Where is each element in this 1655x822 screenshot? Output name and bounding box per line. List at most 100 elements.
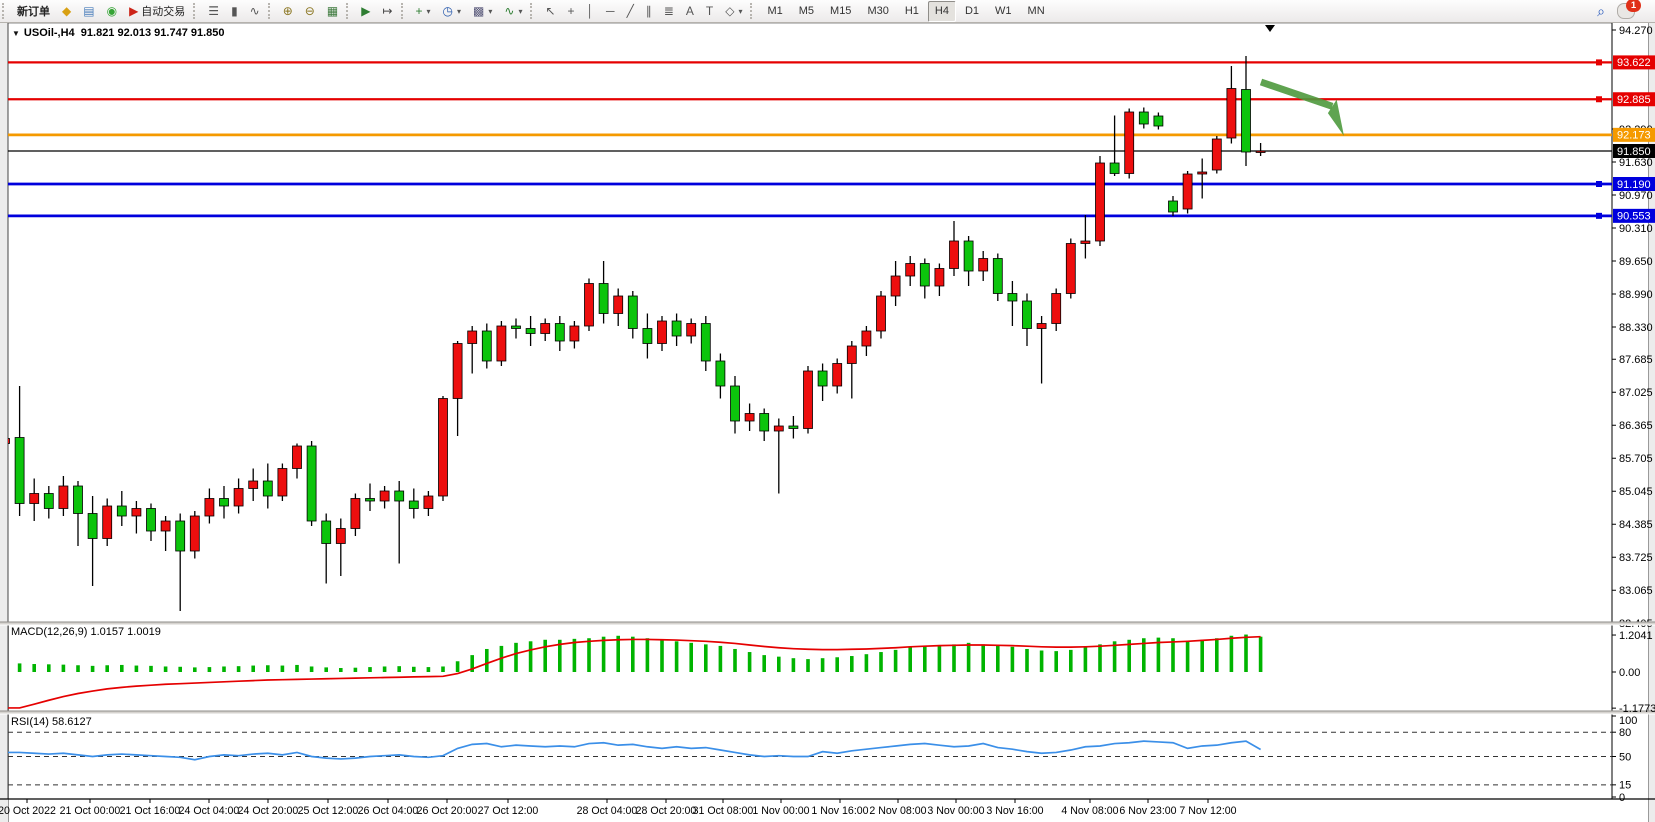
candle-body-up[interactable] bbox=[452, 343, 463, 399]
candle-body-up[interactable] bbox=[657, 320, 667, 344]
candle-body-up[interactable] bbox=[905, 263, 916, 277]
candle-body-up[interactable] bbox=[569, 325, 580, 342]
candle-body-up[interactable] bbox=[335, 528, 346, 544]
time-tick-label[interactable]: 3 Nov 00:00 bbox=[927, 805, 984, 817]
search-button[interactable]: ⌕ bbox=[1592, 1, 1610, 22]
candle-body-down[interactable] bbox=[511, 325, 521, 329]
candle-body-down[interactable] bbox=[1022, 300, 1032, 329]
candle-body-up[interactable] bbox=[189, 515, 200, 552]
candle-body-down[interactable] bbox=[715, 360, 726, 387]
time-tick-label[interactable]: 1 Nov 16:00 bbox=[811, 805, 868, 817]
candle-body-up[interactable] bbox=[102, 505, 113, 539]
candle-body-down[interactable] bbox=[963, 240, 974, 272]
candle-body-down[interactable] bbox=[671, 320, 682, 337]
trendline-button[interactable]: ╱ bbox=[622, 1, 639, 22]
time-tick-label[interactable]: 1 Nov 00:00 bbox=[752, 805, 809, 817]
autotrading-button[interactable]: ▶ 自动交易 bbox=[129, 4, 186, 18]
candle-body-up[interactable] bbox=[949, 240, 959, 269]
candle-body-down[interactable] bbox=[14, 437, 25, 504]
timeframe-w1-button[interactable]: W1 bbox=[995, 5, 1012, 17]
candle-body-down[interactable] bbox=[43, 493, 54, 509]
candle-body-down[interactable] bbox=[1138, 111, 1149, 125]
candle-body-down[interactable] bbox=[87, 513, 98, 539]
candle-body-up[interactable] bbox=[233, 488, 244, 507]
hline-handle-90.553[interactable] bbox=[1596, 212, 1602, 219]
timeframe-m15-button[interactable]: M15 bbox=[830, 5, 852, 17]
navigator-button[interactable]: ◉ bbox=[102, 1, 122, 22]
candle-body-down[interactable] bbox=[817, 370, 828, 387]
candle-body-up[interactable] bbox=[131, 508, 142, 517]
time-tick-label[interactable]: 31 Oct 08:00 bbox=[693, 805, 754, 817]
candle-body-up[interactable] bbox=[29, 493, 40, 504]
time-tick-label[interactable]: 2 Nov 08:00 bbox=[869, 805, 926, 817]
time-tick-label[interactable]: 26 Oct 04:00 bbox=[358, 805, 419, 817]
bar-chart-button[interactable]: ☰ bbox=[203, 1, 224, 22]
candle-body-down[interactable] bbox=[365, 498, 375, 502]
candle-body-up[interactable] bbox=[744, 413, 755, 422]
candle-body-up[interactable] bbox=[496, 325, 507, 362]
candle-body-up[interactable] bbox=[861, 330, 872, 347]
main-chart-panel[interactable] bbox=[8, 23, 1612, 622]
timeframe-d1-button[interactable]: D1 bbox=[964, 5, 980, 17]
text-label-button[interactable]: T bbox=[701, 1, 718, 22]
time-tick-label[interactable]: 21 Oct 16:00 bbox=[120, 805, 181, 817]
time-tick-label[interactable]: 21 Oct 00:00 bbox=[60, 805, 121, 817]
zoom-in-button[interactable]: ⊕ bbox=[278, 1, 298, 22]
panel-separator[interactable] bbox=[0, 622, 1655, 625]
line-chart-button[interactable]: ∿ bbox=[245, 1, 265, 22]
candle-body-down[interactable] bbox=[321, 520, 332, 544]
candle-body-up[interactable] bbox=[832, 363, 843, 387]
trend-arrow-shaft[interactable] bbox=[1259, 78, 1334, 110]
candle-body-down[interactable] bbox=[481, 330, 492, 362]
candle-body-up[interactable] bbox=[160, 520, 171, 532]
indicators-button[interactable]: ∿ ▾ bbox=[504, 4, 523, 18]
candle-body-up[interactable] bbox=[686, 323, 697, 337]
candle-body-up[interactable] bbox=[379, 490, 390, 502]
trend-arrow-head[interactable] bbox=[1327, 99, 1344, 136]
crosshair-button[interactable]: + bbox=[563, 1, 580, 22]
candle-body-down[interactable] bbox=[759, 413, 770, 432]
candle-body-up[interactable] bbox=[204, 498, 215, 517]
time-tick-label[interactable]: 20 Oct 2022 bbox=[0, 805, 56, 817]
candle-body-up[interactable] bbox=[1095, 162, 1105, 242]
candle-body-up[interactable] bbox=[350, 498, 361, 529]
candle-body-down[interactable] bbox=[1168, 200, 1178, 213]
candle-body-up[interactable] bbox=[613, 295, 624, 314]
vertical-line-button[interactable]: │ bbox=[582, 1, 600, 22]
panel-separator[interactable] bbox=[0, 711, 1655, 714]
candle-body-down[interactable] bbox=[700, 323, 711, 362]
candle-body-down[interactable] bbox=[1241, 89, 1251, 153]
candle-body-up[interactable] bbox=[890, 275, 901, 297]
text-button[interactable]: A bbox=[681, 1, 699, 22]
time-tick-label[interactable]: 28 Oct 04:00 bbox=[577, 805, 638, 817]
candle-body-up[interactable] bbox=[934, 268, 945, 287]
time-tick-label[interactable]: 24 Oct 20:00 bbox=[238, 805, 299, 817]
candle-body-down[interactable] bbox=[730, 385, 740, 422]
horizontal-line-button[interactable]: ─ bbox=[601, 1, 620, 22]
time-tick-label[interactable]: 28 Oct 20:00 bbox=[636, 805, 697, 817]
period-button[interactable]: ◷ ▾ bbox=[442, 4, 462, 18]
timeframe-mn-button[interactable]: MN bbox=[1027, 5, 1045, 17]
new-chart-button[interactable]: + ▾ bbox=[415, 4, 431, 18]
hline-handle-91.19[interactable] bbox=[1596, 181, 1602, 187]
candle-body-down[interactable] bbox=[992, 258, 1003, 294]
timeframe-m1-button[interactable]: M1 bbox=[767, 5, 783, 17]
candle-body-down[interactable] bbox=[919, 263, 930, 287]
candle-body-down[interactable] bbox=[262, 480, 273, 497]
candle-body-up[interactable] bbox=[540, 323, 551, 334]
candle-body-up[interactable] bbox=[846, 345, 857, 364]
cursor-button[interactable]: ↖ bbox=[540, 1, 560, 22]
notifications-button[interactable]: 1 bbox=[1612, 0, 1641, 22]
candle-body-up[interactable] bbox=[1124, 111, 1135, 174]
hline-handle-93.622[interactable] bbox=[1596, 59, 1602, 66]
candle-body-down[interactable] bbox=[525, 328, 536, 334]
candle-body-down[interactable] bbox=[554, 323, 565, 342]
candle-body-up[interactable] bbox=[277, 468, 288, 497]
timeframe-m5-button[interactable]: M5 bbox=[798, 5, 815, 17]
candle-body-down[interactable] bbox=[408, 500, 419, 509]
candle-body-down[interactable] bbox=[642, 328, 653, 344]
time-tick-label[interactable]: 4 Nov 08:00 bbox=[1061, 805, 1118, 817]
time-tick-label[interactable]: 27 Oct 12:00 bbox=[478, 805, 539, 817]
candle-body-down[interactable] bbox=[146, 508, 156, 532]
time-tick-label[interactable]: 7 Nov 12:00 bbox=[1179, 805, 1236, 817]
